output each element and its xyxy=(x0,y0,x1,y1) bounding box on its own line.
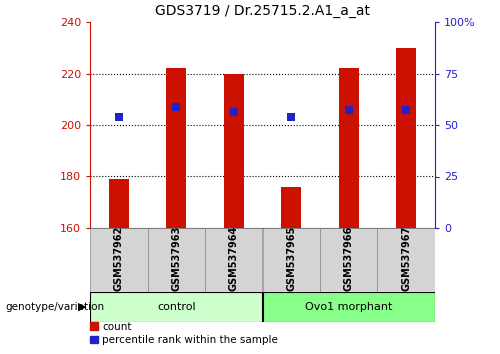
Bar xyxy=(108,179,129,228)
Bar xyxy=(148,228,205,292)
Text: GSM537963: GSM537963 xyxy=(171,226,181,291)
Text: GSM537967: GSM537967 xyxy=(401,226,411,291)
Text: GSM537964: GSM537964 xyxy=(228,226,239,291)
Text: GSM537962: GSM537962 xyxy=(114,226,124,291)
Title: GDS3719 / Dr.25715.2.A1_a_at: GDS3719 / Dr.25715.2.A1_a_at xyxy=(155,4,370,18)
Bar xyxy=(262,292,435,322)
Bar xyxy=(90,292,262,322)
Bar xyxy=(338,68,359,228)
Legend: count, percentile rank within the sample: count, percentile rank within the sample xyxy=(90,322,278,345)
Bar xyxy=(320,228,378,292)
Bar xyxy=(224,74,244,228)
Text: ▶: ▶ xyxy=(78,302,86,312)
Bar xyxy=(281,187,301,228)
Text: GSM537965: GSM537965 xyxy=(286,226,296,291)
Bar xyxy=(262,228,320,292)
Bar xyxy=(90,228,148,292)
Text: control: control xyxy=(157,302,196,312)
Bar xyxy=(166,68,186,228)
Text: Ovo1 morphant: Ovo1 morphant xyxy=(305,302,392,312)
Bar xyxy=(396,48,416,228)
Text: genotype/variation: genotype/variation xyxy=(5,302,104,312)
Text: GSM537966: GSM537966 xyxy=(344,226,353,291)
Bar xyxy=(205,228,262,292)
Bar xyxy=(378,228,435,292)
